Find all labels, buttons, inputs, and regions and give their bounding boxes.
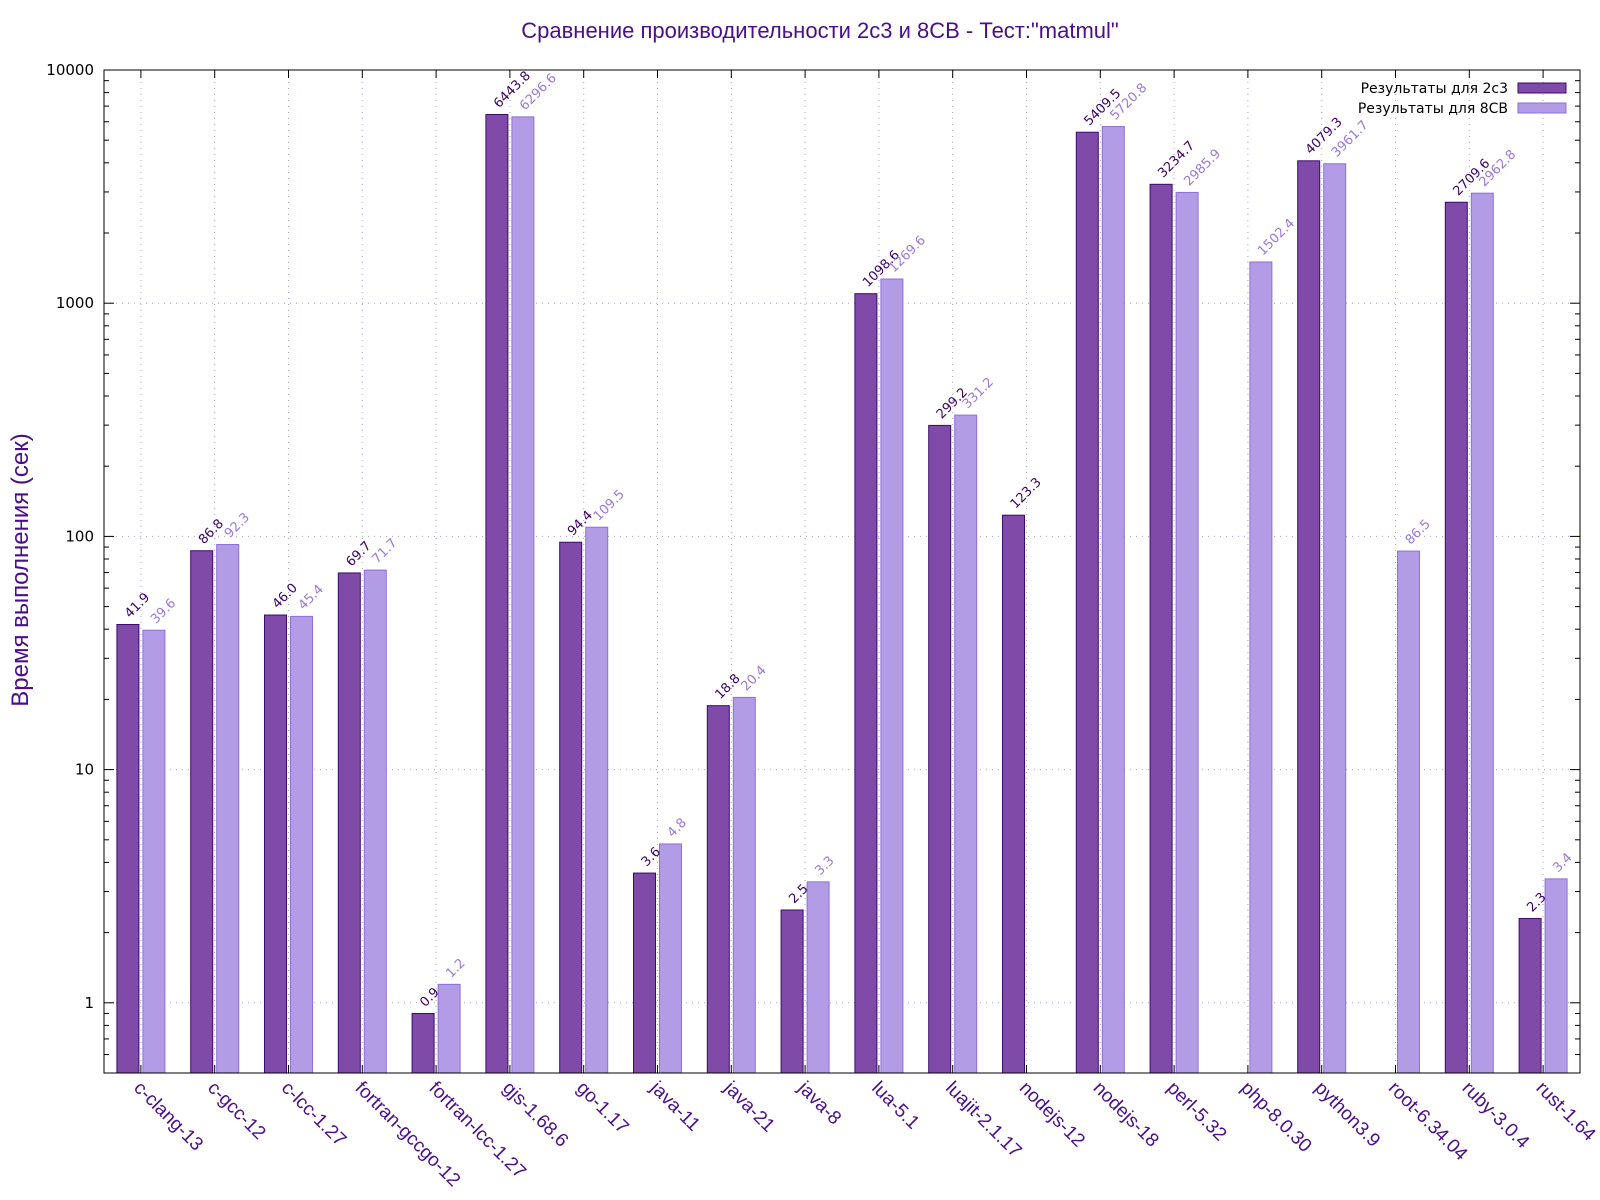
bar-2c3-nodejs-18 — [1075, 131, 1099, 1074]
bar-2c3-c-gcc-12 — [190, 550, 214, 1074]
y-tick-label: 10 — [75, 761, 94, 779]
data-label: 3.4 — [1550, 850, 1575, 875]
data-label: 123.3 — [1008, 475, 1045, 512]
data-label: 1502.4 — [1255, 216, 1298, 259]
data-label: 109.5 — [591, 487, 628, 524]
data-label: 4.8 — [665, 816, 690, 841]
data-label: 86.5 — [1403, 517, 1434, 548]
data-label: 3.3 — [812, 853, 837, 878]
x-tick-label: c-lcc-1.27 — [277, 1078, 350, 1151]
x-tick-label: luajit-2.1.17 — [941, 1078, 1025, 1162]
y-tick-label: 10000 — [46, 61, 94, 79]
bar-8sv-python3.9 — [1323, 163, 1347, 1074]
bar-2c3-fortran-gccgo-12 — [337, 572, 361, 1074]
y-tick-label: 1000 — [56, 294, 94, 312]
bar-8sv-c-gcc-12 — [216, 544, 240, 1074]
x-tick-label: nodejs-18 — [1089, 1078, 1163, 1152]
bar-2c3-gjs-1.68.6 — [485, 114, 509, 1074]
bar-2c3-java-21 — [706, 705, 730, 1074]
bar-8sv-gjs-1.68.6 — [511, 116, 535, 1074]
bar-8sv-go-1.17 — [585, 526, 609, 1074]
bar-8sv-php-8.0.30 — [1249, 261, 1273, 1074]
chart-title: Сравнение производительности 2с3 и 8СВ -… — [521, 18, 1119, 43]
bar-8sv-java-8 — [806, 881, 830, 1074]
bar-2c3-lua-5.1 — [854, 293, 878, 1074]
legend: Результаты для 2с3 Результаты для 8СВ — [1358, 81, 1567, 117]
x-tick-label: nodejs-12 — [1015, 1078, 1089, 1152]
bar-2c3-rust-1.64 — [1518, 917, 1542, 1074]
x-tick-label: c-clang-13 — [129, 1078, 207, 1156]
bar-2c3-python3.9 — [1297, 160, 1321, 1074]
x-tick-label: java-21 — [719, 1077, 779, 1137]
bar-8sv-luajit-2.1.17 — [954, 414, 978, 1074]
grid — [104, 69, 1580, 1073]
bar-2c3-fortran-lcc-1.27 — [411, 1012, 435, 1074]
legend-swatch — [1517, 82, 1567, 94]
bar-8sv-java-21 — [732, 696, 756, 1074]
bar-8sv-lua-5.1 — [880, 278, 904, 1074]
x-tick-label: ruby-3.0.4 — [1458, 1078, 1534, 1154]
plot-frame — [103, 69, 1581, 1074]
bar-8sv-c-clang-13 — [142, 629, 166, 1074]
data-label: 45.4 — [296, 582, 327, 613]
x-tick-label: lua-5.1 — [867, 1078, 923, 1134]
bar-8sv-nodejs-18 — [1101, 126, 1125, 1074]
x-tick-label: java-8 — [793, 1077, 845, 1129]
x-tick-label: perl-5.32 — [1163, 1078, 1231, 1146]
legend-swatch — [1517, 102, 1567, 114]
y-tick-label: 100 — [65, 527, 94, 545]
data-label: 46.0 — [270, 581, 301, 612]
x-tick-label: gjs-1.68.6 — [498, 1078, 572, 1152]
bar-2c3-luajit-2.1.17 — [928, 424, 952, 1074]
bar-8sv-java-11 — [659, 843, 682, 1074]
data-label: 20.4 — [739, 663, 770, 694]
bar-8sv-rust-1.64 — [1544, 878, 1568, 1074]
x-tick-label: c-gcc-12 — [203, 1078, 269, 1144]
legend-label: Результаты для 8СВ — [1358, 101, 1508, 117]
x-tick-label: rust-1.64 — [1532, 1078, 1600, 1146]
bar-2c3-c-clang-13 — [116, 623, 140, 1074]
legend-label: Результаты для 2с3 — [1361, 81, 1508, 97]
bar-2c3-c-lcc-1.27 — [264, 614, 287, 1074]
y-axis-label: Время выполнения (сек) — [7, 433, 34, 706]
bar-8sv-fortran-lcc-1.27 — [437, 983, 461, 1074]
x-tick-label: python3.9 — [1310, 1078, 1384, 1152]
data-label: 1.2 — [443, 956, 468, 981]
bar-2c3-java-11 — [633, 872, 656, 1074]
bar-2c3-go-1.17 — [559, 541, 583, 1074]
x-tick-label: java-11 — [645, 1077, 704, 1136]
data-label: 71.7 — [370, 536, 401, 567]
bar-8sv-fortran-gccgo-12 — [363, 569, 387, 1074]
bar-8sv-ruby-3.0.4 — [1470, 192, 1494, 1074]
bars — [116, 114, 1568, 1074]
x-tick-label: php-8.0.30 — [1236, 1078, 1315, 1157]
bar-8sv-root-6.34.04 — [1397, 550, 1420, 1074]
bar-2c3-perl-5.32 — [1149, 183, 1173, 1074]
bar-2c3-ruby-3.0.4 — [1444, 201, 1468, 1074]
y-tick-label: 1 — [84, 994, 94, 1012]
bar-8sv-c-lcc-1.27 — [290, 615, 313, 1074]
x-tick-label: go-1.17 — [572, 1078, 632, 1138]
data-label: 69.7 — [344, 539, 375, 570]
bar-2c3-nodejs-12 — [1002, 514, 1025, 1074]
bar-2c3-java-8 — [780, 909, 804, 1074]
bar-8sv-perl-5.32 — [1175, 191, 1199, 1074]
